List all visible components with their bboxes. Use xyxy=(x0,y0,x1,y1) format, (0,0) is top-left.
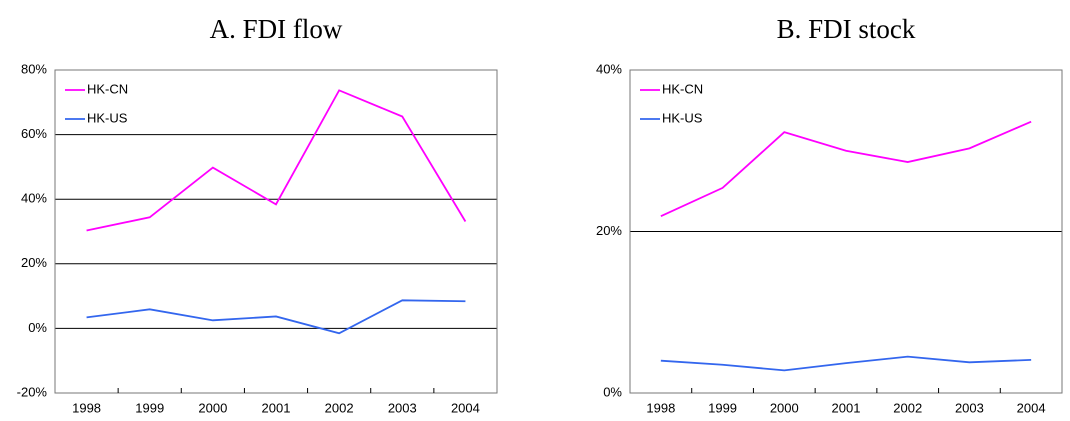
x-tick-label: 1999 xyxy=(708,400,737,415)
plot-border xyxy=(54,69,498,394)
line xyxy=(660,120,1032,217)
line xyxy=(86,89,467,232)
x-tick-label: 2003 xyxy=(388,400,417,415)
y-tick-label: 0% xyxy=(603,384,622,399)
x-tick-label: 2002 xyxy=(893,400,922,415)
x-tick-label: 1999 xyxy=(135,400,164,415)
x-tick-label: 2001 xyxy=(262,400,291,415)
y-tick-label: 40% xyxy=(596,61,622,76)
legend-label: HK-US xyxy=(87,110,128,125)
line xyxy=(660,355,1032,372)
x-tick-label: 1998 xyxy=(72,400,101,415)
legend-label: HK-CN xyxy=(87,81,128,96)
legend-label: HK-CN xyxy=(662,81,703,96)
line xyxy=(86,299,466,335)
y-tick-label: 40% xyxy=(21,191,47,206)
plot-border xyxy=(629,69,1063,394)
x-tick-label: 2000 xyxy=(198,400,227,415)
chart-title: B. FDI stock xyxy=(777,14,916,44)
x-tick-label: 2001 xyxy=(832,400,861,415)
legend-label: HK-US xyxy=(662,110,703,125)
chart-title: A. FDI flow xyxy=(210,14,343,44)
y-tick-label: 20% xyxy=(596,223,622,238)
x-tick-label: 2004 xyxy=(1017,400,1046,415)
y-tick-label: 80% xyxy=(21,61,47,76)
y-tick-label: 60% xyxy=(21,126,47,141)
y-tick-label: -20% xyxy=(17,384,48,399)
x-tick-label: 2003 xyxy=(955,400,984,415)
x-tick-label: 2002 xyxy=(325,400,354,415)
x-tick-label: 2004 xyxy=(451,400,480,415)
x-tick-label: 2000 xyxy=(770,400,799,415)
x-tick-label: 1998 xyxy=(646,400,675,415)
y-tick-label: 20% xyxy=(21,255,47,270)
y-tick-label: 0% xyxy=(28,320,47,335)
